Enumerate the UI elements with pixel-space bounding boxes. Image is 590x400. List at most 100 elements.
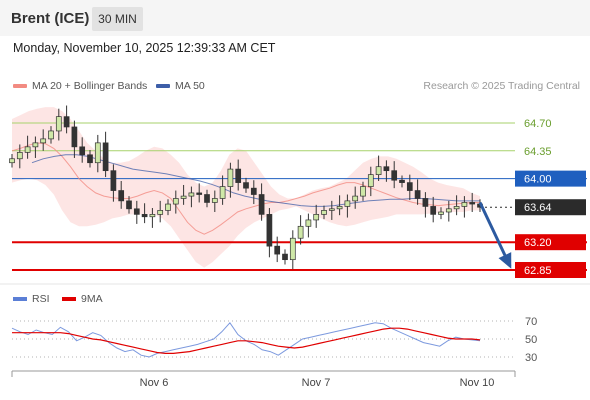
candle-body [336,206,343,210]
candle-body [453,206,460,210]
candle [71,120,78,158]
candle-body [102,142,109,172]
candle [243,177,249,193]
candle-body [126,200,132,210]
candle [79,137,86,163]
candle [165,199,171,216]
candle [266,208,273,258]
candle [16,144,23,169]
candle [180,184,187,205]
legend-ma50-label: MA 50 [175,80,205,92]
candle-body [266,214,273,247]
candle-body [188,192,195,197]
candle [399,175,405,188]
rsi-ma-line [12,327,481,354]
bollinger-swatch [13,84,27,89]
x-tick-label: Nov 7 [302,377,331,389]
candle-body [438,211,444,215]
candle-body [274,245,281,255]
candle-body [352,195,359,202]
rsi-swatch [13,297,27,302]
candle-body [383,166,390,172]
level-label-current: 63.64 [524,202,552,214]
candle-body [344,200,351,207]
candle-body [375,166,382,175]
candle [328,200,335,220]
candle [211,190,218,212]
candle [63,105,70,134]
candle-body [422,198,429,207]
candle [305,213,312,238]
level-tag-current [515,199,586,216]
candle [48,126,54,144]
candle [250,180,257,205]
candle [204,189,210,208]
candle [422,192,429,218]
candle [313,204,320,228]
candle [87,150,93,168]
candle-body [71,126,78,148]
candle-body [180,195,187,199]
x-tick-label: Nov 10 [460,377,495,389]
candle-body [367,174,374,187]
candle [172,190,179,214]
level-tag-pivot [515,170,586,187]
candle [133,200,140,224]
legend-9ma-label: 9MA [81,293,103,305]
candle [94,134,101,173]
candle-body [305,219,312,227]
candle [196,183,203,203]
candle-body [16,152,23,160]
candle-body [313,214,320,221]
candle [40,129,47,151]
candle-body [55,116,62,132]
candle [110,164,117,202]
candle-body [282,253,288,261]
candle-body [141,214,148,218]
candle [383,160,390,182]
candle [282,249,288,265]
candle [149,208,156,228]
candle-body [24,146,31,153]
candle [141,203,148,224]
level-label-pivot: 64.00 [524,174,552,186]
candle-body [406,182,413,191]
rsi-tick-label: 50 [525,334,537,346]
candle [126,196,132,214]
candle-body [469,202,476,205]
candle-body [157,210,164,215]
level-label-support: 62.85 [524,265,552,277]
x-tick-label: Nov 6 [140,377,169,389]
forecast-arrow-head [498,252,512,269]
candle [375,155,382,182]
rsi-line [11,321,481,358]
candle-body [87,154,93,164]
candle [336,195,343,216]
level-tag-support [515,262,586,278]
candle-body [360,186,366,197]
candle-body [9,158,15,164]
rsi-ma-swatch [62,297,76,302]
candle [118,181,125,209]
level-label-resistance: 64.35 [524,146,552,158]
legend-bollinger-label: MA 20 + Bollinger Bands [32,80,148,92]
timeframe-badge[interactable]: 30 MIN [92,7,143,31]
candle [453,195,460,216]
candle [461,196,468,218]
candle-body [63,116,70,128]
candle [157,200,164,223]
candle-body [321,210,327,215]
candle-body [430,206,437,215]
candle-body [461,202,468,207]
candle [32,136,39,158]
candle [352,186,359,209]
candle-body [48,130,54,140]
candle-body [328,208,335,211]
candle [406,174,413,201]
candle [258,183,265,221]
candle [344,194,351,218]
candle [55,108,62,141]
legend-bollinger: MA 20 + Bollinger Bands [13,80,147,92]
credit-text: Research © 2025 Trading Central [423,80,580,92]
candle-body [445,208,452,213]
